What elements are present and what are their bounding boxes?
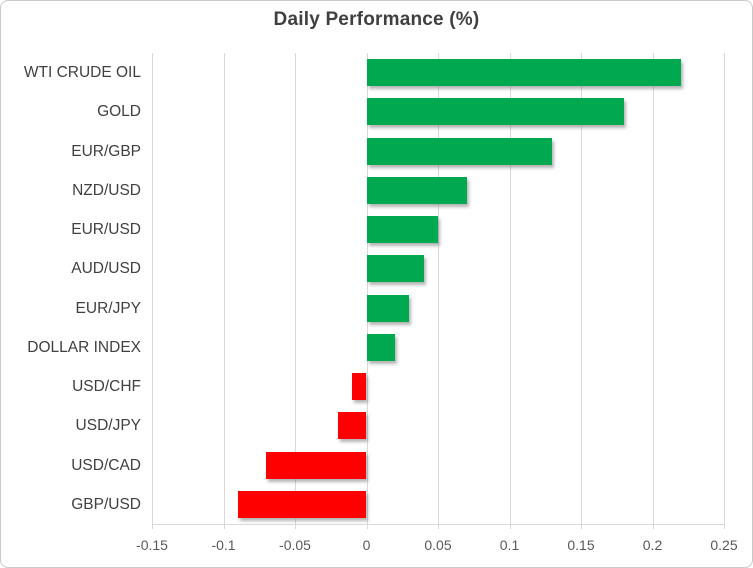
gridline — [152, 53, 153, 524]
bar-usd-chf — [352, 373, 367, 401]
axis-tick — [152, 524, 153, 529]
gridline — [223, 53, 225, 524]
category-label: EUR/GBP — [71, 142, 141, 160]
bar-usd-jpy — [337, 412, 367, 440]
chart-title: Daily Performance (%) — [273, 9, 480, 30]
bar-nzd-usd — [366, 176, 467, 204]
category-label: GBP/USD — [71, 495, 141, 513]
gridline — [724, 53, 725, 524]
category-axis: WTI CRUDE OIL GOLD EUR/GBP NZD/USD EUR/USD AU… — [1, 53, 141, 524]
bar-usd-cad — [266, 451, 367, 479]
axis-tick — [724, 524, 725, 529]
category-label: GOLD — [97, 103, 141, 121]
category-label: USD/JPY — [75, 417, 141, 435]
axis-tick — [438, 524, 439, 529]
bar-aud-usd — [366, 255, 424, 283]
category-label: AUD/USD — [71, 260, 141, 278]
category-label: EUR/USD — [71, 221, 141, 239]
bar-gbp-usd — [237, 490, 367, 518]
axis-tick — [223, 524, 225, 529]
gridline — [295, 53, 296, 524]
axis-tick — [295, 524, 296, 529]
axis-tick — [509, 524, 511, 529]
x-tick-label: 0 — [362, 537, 371, 553]
x-tick-label: 0.25 — [710, 537, 738, 553]
category-label: USD/CAD — [71, 456, 141, 474]
x-axis-labels: -0.15 -0.1 -0.05 0 0.05 0.1 0.15 0.2 0.25 — [1, 537, 752, 557]
gridline — [652, 53, 654, 524]
bar-wti-crude-oil — [366, 59, 682, 87]
bar-gold — [366, 98, 624, 126]
x-axis-line — [152, 524, 724, 525]
category-label: WTI CRUDE OIL — [23, 64, 141, 82]
x-tick-label: -0.05 — [279, 537, 311, 553]
x-tick-label: 0.1 — [499, 537, 520, 553]
axis-tick — [366, 524, 368, 529]
axis-tick — [581, 524, 582, 529]
axis-tick — [652, 524, 654, 529]
bar-eur-gbp — [366, 137, 553, 165]
bar-eur-usd — [366, 216, 438, 244]
x-tick-label: -0.15 — [136, 537, 168, 553]
gridline — [438, 53, 439, 524]
category-label: DOLLAR INDEX — [27, 338, 141, 356]
category-label: NZD/USD — [72, 181, 141, 199]
x-tick-label: 0.2 — [642, 537, 663, 553]
x-tick-label: -0.1 — [211, 537, 236, 553]
bar-eur-jpy — [366, 294, 410, 322]
x-tick-label: 0.15 — [567, 537, 595, 553]
bar-dollar-index — [366, 333, 396, 361]
gridline — [581, 53, 582, 524]
category-label: USD/CHF — [72, 378, 141, 396]
plot-area — [152, 53, 725, 529]
category-label: EUR/JPY — [75, 299, 141, 317]
gridline — [366, 53, 368, 524]
gridline — [509, 53, 511, 524]
x-tick-label: 0.05 — [424, 537, 452, 553]
